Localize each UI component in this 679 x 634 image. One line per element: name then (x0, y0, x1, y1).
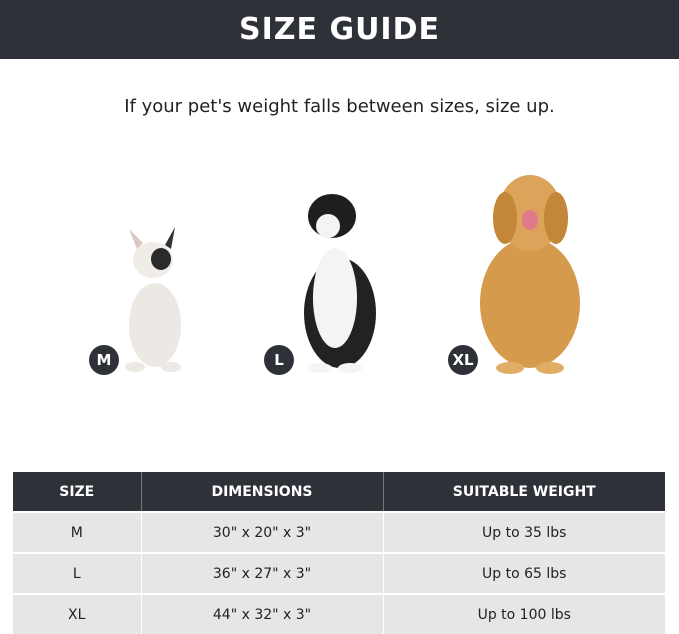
french-bulldog-image (125, 227, 181, 372)
cell-size: XL (13, 593, 142, 634)
page-title: SIZE GUIDE (238, 12, 440, 47)
cell-weight: Up to 100 lbs (383, 593, 665, 634)
cell-dimensions: 36" x 27" x 3" (141, 552, 384, 594)
table-row: L 36" x 27" x 3" Up to 65 lbs (13, 552, 665, 594)
size-table: SIZE DIMENSIONS SUITABLE WEIGHT M 30" x … (13, 472, 665, 634)
golden-retriever-image (480, 175, 580, 374)
cell-dimensions: 30" x 20" x 3" (141, 511, 384, 553)
header-dimensions: DIMENSIONS (141, 472, 384, 512)
cell-dimensions: 44" x 32" x 3" (141, 593, 384, 634)
header-size: SIZE (13, 472, 142, 512)
table-row: XL 44" x 32" x 3" Up to 100 lbs (13, 593, 665, 634)
cell-size: L (13, 552, 142, 594)
title-banner: SIZE GUIDE (0, 0, 679, 59)
subtitle: If your pet's weight falls between sizes… (124, 96, 555, 117)
size-badge-xl: XL (448, 345, 478, 375)
cell-weight: Up to 65 lbs (383, 552, 665, 594)
size-badge-m: M (89, 345, 119, 375)
size-badge-l: L (264, 345, 294, 375)
cell-size: M (13, 511, 142, 553)
header-weight: SUITABLE WEIGHT (383, 472, 665, 512)
border-collie-image (304, 194, 376, 373)
table-header: SIZE DIMENSIONS SUITABLE WEIGHT (13, 472, 665, 512)
cell-weight: Up to 35 lbs (383, 511, 665, 553)
table-row: M 30" x 20" x 3" Up to 35 lbs (13, 511, 665, 553)
